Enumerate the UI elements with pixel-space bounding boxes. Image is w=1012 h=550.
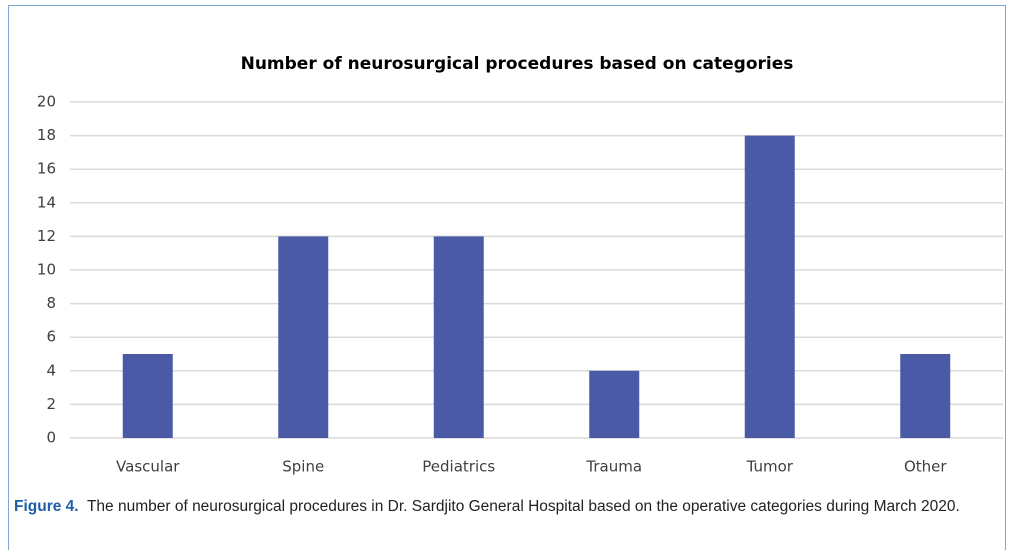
- bar: [433, 236, 484, 438]
- y-tick-label: 20: [37, 93, 56, 111]
- y-tick-label: 10: [37, 261, 56, 279]
- x-tick-label: Trauma: [585, 458, 642, 476]
- figure-frame: [8, 5, 1006, 550]
- x-tick-label: Spine: [282, 458, 324, 476]
- x-tick-label: Pediatrics: [422, 458, 495, 476]
- bar: [744, 135, 795, 438]
- caption: Figure 4. The number of neurosurgical pr…: [14, 496, 989, 518]
- y-tick-label: 8: [46, 294, 56, 312]
- x-tick-label: Vascular: [116, 458, 180, 476]
- caption-label: Figure 4.: [14, 498, 79, 515]
- y-tick-label: 16: [37, 160, 56, 178]
- chart-title: Number of neurosurgical procedures based…: [241, 54, 794, 74]
- y-tick-label: 0: [46, 429, 56, 447]
- x-tick-label: Other: [904, 458, 947, 476]
- y-tick-label: 12: [37, 227, 56, 245]
- bar: [589, 370, 640, 438]
- y-tick-label: 18: [37, 126, 56, 144]
- y-tick-label: 2: [46, 395, 56, 413]
- bar: [278, 236, 329, 438]
- y-tick-label: 14: [37, 193, 56, 211]
- y-tick-label: 6: [46, 328, 56, 346]
- x-tick-label: Tumor: [746, 458, 794, 476]
- bar: [122, 354, 173, 438]
- y-tick-label: 4: [46, 361, 56, 379]
- caption-text: The number of neurosurgical procedures i…: [86, 498, 960, 515]
- bar: [900, 354, 951, 438]
